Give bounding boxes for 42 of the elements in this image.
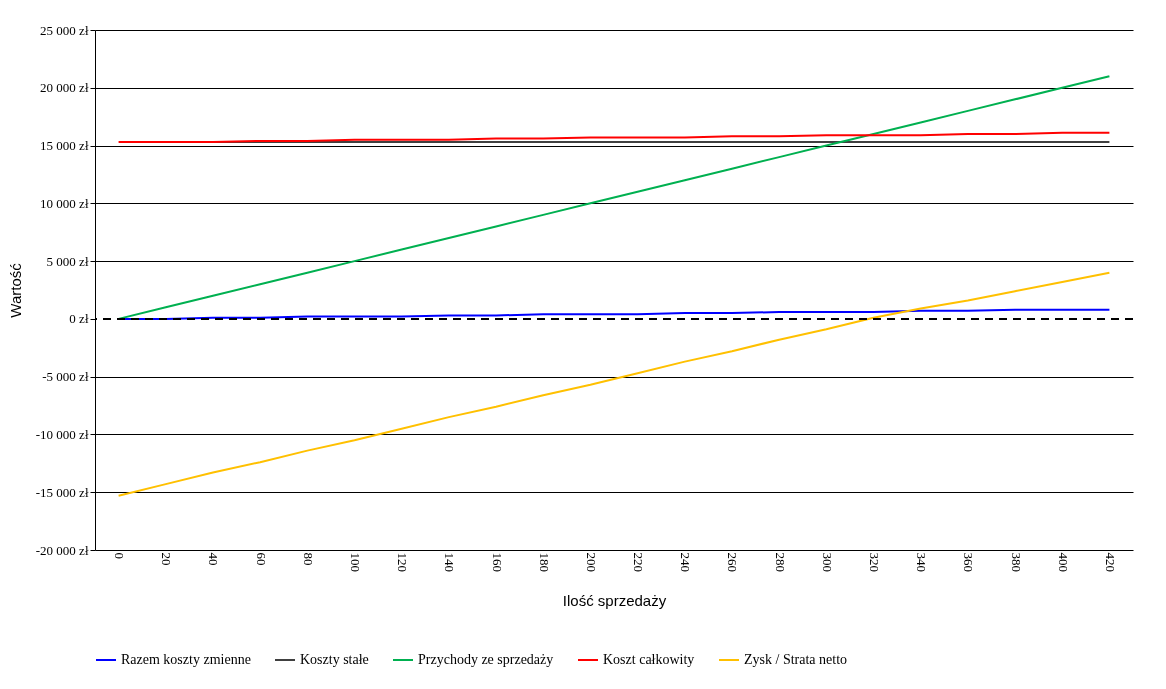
x-tick-label: 320	[867, 552, 882, 572]
line-series	[117, 271, 1111, 497]
x-tick-label: 200	[583, 552, 599, 572]
legend-label: Razem koszty zmienne	[121, 652, 251, 667]
x-tick-label: 380	[1008, 552, 1024, 572]
x-tick-label: 160	[489, 552, 505, 572]
x-tick-label: 100	[348, 552, 363, 572]
x-tick-label: 260	[725, 552, 741, 572]
x-tick-label: 140	[442, 552, 458, 572]
y-tick-label: 15 000 zł	[40, 138, 89, 154]
y-tick-label: -10 000 zł	[35, 426, 89, 442]
x-tick-label: 40	[206, 552, 222, 566]
x-tick-label: 180	[536, 552, 552, 572]
x-tick-label: 20	[159, 552, 175, 566]
x-axis-title: Ilość sprzedaży	[562, 592, 667, 609]
line-series	[117, 131, 1111, 144]
x-tick-label: 60	[253, 552, 269, 566]
y-axis-title: Wartość	[6, 262, 24, 318]
x-tick-label: 0	[112, 552, 128, 559]
y-tick-label: 10 000 zł	[40, 195, 89, 211]
y-tick-label: 25 000 zł	[40, 22, 89, 38]
line-series	[117, 75, 1111, 320]
x-tick-label: 240	[678, 552, 694, 572]
legend-label: Zysk / Strata netto	[744, 652, 848, 667]
x-tick-label: 340	[914, 552, 930, 572]
legend-label: Koszt całkowity	[603, 652, 695, 667]
y-tick-label: -15 000 zł	[35, 484, 89, 500]
y-tick-label: 20 000 zł	[40, 80, 89, 96]
x-tick-label: 80	[300, 552, 316, 566]
legend-label: Koszty stałe	[300, 652, 369, 667]
y-tick-label: -20 000 zł	[35, 542, 89, 558]
x-tick-label: 280	[772, 552, 788, 572]
y-tick-label: 5 000 zł	[46, 253, 89, 269]
legend-label: Przychody ze sprzedaży	[418, 652, 554, 667]
x-tick-label: 120	[395, 552, 411, 572]
x-tick-label: 420	[1102, 552, 1118, 572]
x-tick-label: 220	[631, 552, 647, 572]
y-tick-label: -5 000 zł	[42, 369, 89, 385]
x-tick-label: 400	[1055, 552, 1071, 572]
y-tick-label: 0 zł	[69, 311, 89, 327]
x-tick-label: 300	[819, 552, 835, 572]
x-tick-label: 360	[961, 552, 977, 572]
